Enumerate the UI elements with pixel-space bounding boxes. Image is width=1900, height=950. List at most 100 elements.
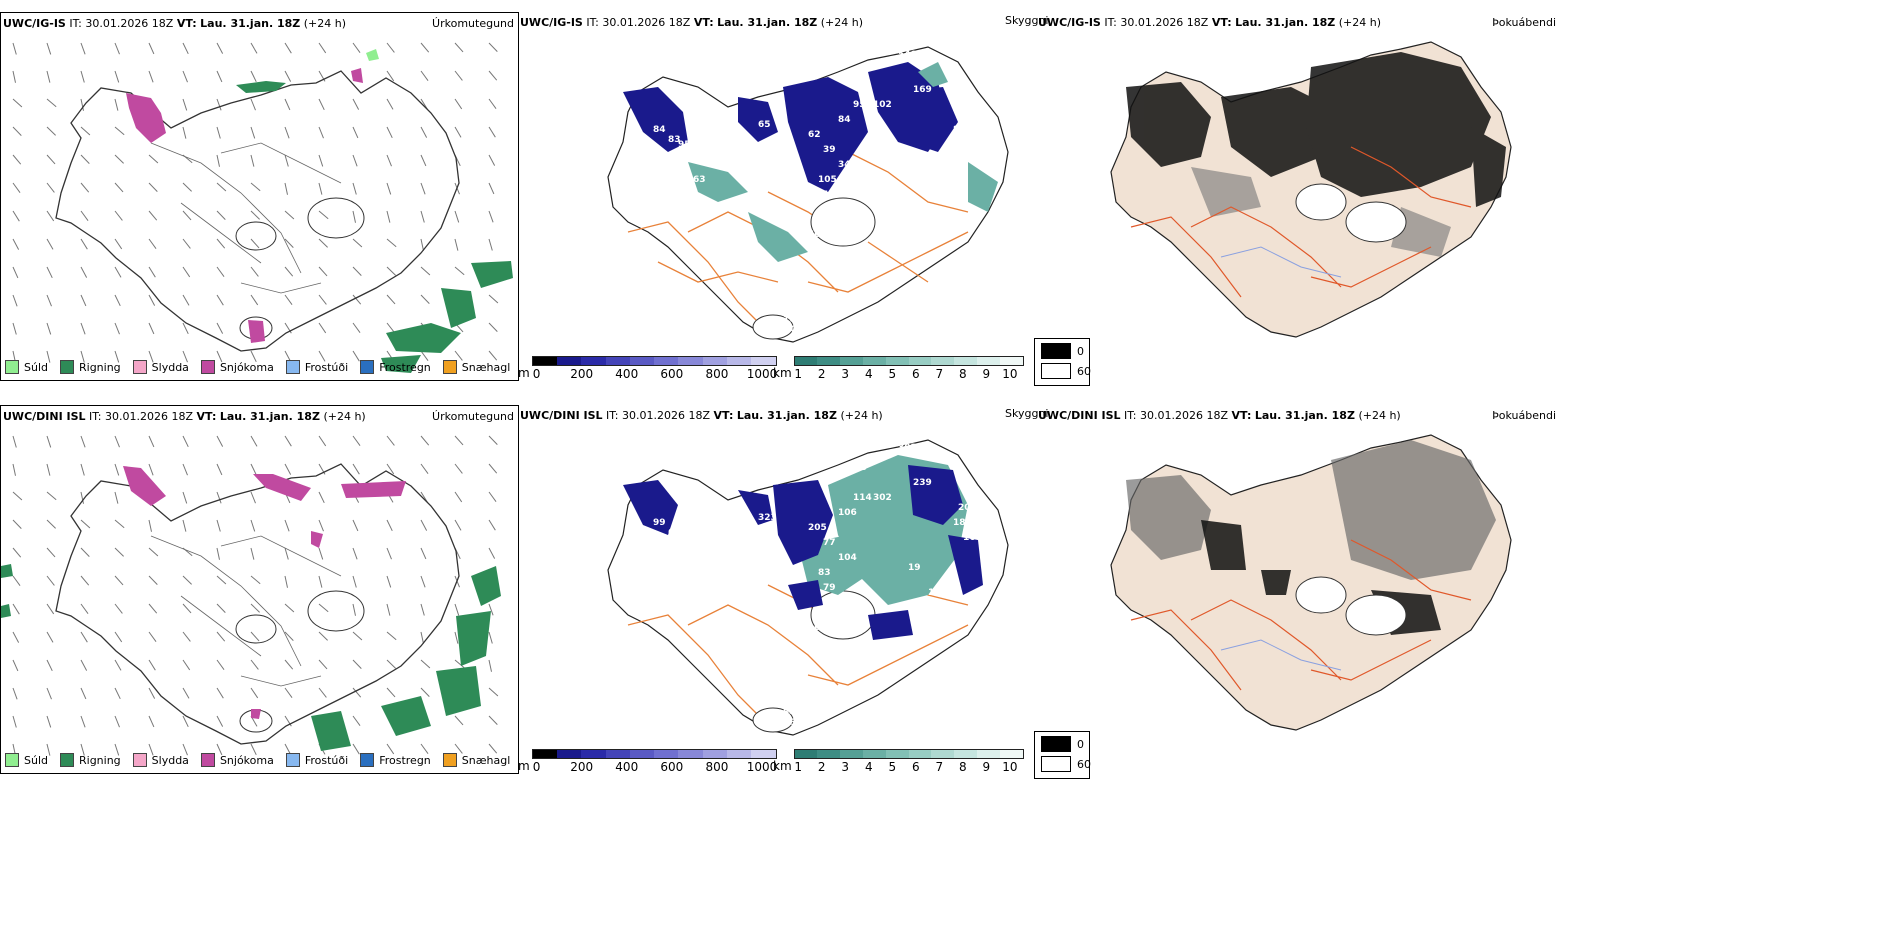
colorbar-segment (794, 357, 818, 365)
cloud-base-label: 176 (693, 110, 712, 120)
colorbar-segment (654, 357, 679, 365)
colorbar-tick: 1000 (746, 760, 778, 774)
legend-item: Rigning (60, 360, 121, 374)
legend-label: Frostúði (304, 360, 349, 374)
colorbar-tick: 1 (794, 760, 803, 774)
cloud-base-label: 205 (808, 523, 827, 533)
legend-item: Frostúði (285, 360, 349, 374)
cloud-base-label: 63 (693, 175, 706, 185)
colorbar-tick: 10 (1002, 760, 1018, 774)
height-ticks: 0 200 400 600 800 1000 (532, 366, 778, 381)
legend-swatch (5, 753, 19, 767)
cloud-base-label: 259 (683, 548, 702, 558)
cloud-base-label: 540 (898, 50, 917, 60)
legend-item: Súld (5, 753, 48, 767)
colorbar-tick: 0 (532, 760, 541, 774)
height-map: 3032393022071881601141063232057710483797… (607, 439, 1009, 736)
colorbar-segment (794, 750, 818, 758)
legend-label: Snæhagl (461, 360, 511, 374)
cloud-base-label: 102 (873, 100, 892, 110)
legend-swatch (200, 753, 215, 767)
cloud-base-label: 39 (823, 145, 836, 155)
drizzle-areas (366, 49, 379, 61)
cloud-base-label: 169 (913, 85, 932, 95)
cloud-base-label: 116 (848, 463, 867, 473)
cloud-base-label: 83 (668, 135, 681, 145)
cloud-legend: 0 60 (1034, 731, 1091, 779)
cloud-base-label: 62 (808, 130, 821, 140)
colorbar-tick: 4 (864, 367, 873, 381)
cloud-base-label: 105 (833, 225, 852, 235)
height-map: 5401691028685979584656239341051091071051… (607, 46, 1009, 343)
cloud-legend: 0 60 (1034, 338, 1091, 386)
colorbar-segment (954, 357, 978, 365)
cloud-base-label: 33 (868, 453, 881, 463)
height-unit: m (518, 759, 530, 773)
cloud-base-label: 120 (703, 120, 722, 130)
fog-panel-1: UWC/IG-IS IT: 30.01.2026 18Z VT: Lau. 31… (1036, 12, 1556, 342)
cloud-base-label: 84 (838, 115, 851, 125)
colorbar-tick: 7 (935, 367, 944, 381)
colorbar-segment (977, 750, 1000, 758)
legend-swatch (442, 360, 457, 374)
vis-unit: km (773, 366, 792, 380)
vis-unit: km (773, 759, 792, 773)
colorbar-tick: 3 (841, 367, 850, 381)
legend-swatch (60, 360, 74, 374)
cloud-base-label: 86 (958, 110, 971, 120)
cloud-base-label: 66 (668, 528, 681, 538)
colorbar-segment (817, 750, 841, 758)
legend-label: Slydda (151, 753, 189, 767)
panel-header: UWC/IG-IS IT: 30.01.2026 18Z VT: Lau. 31… (520, 16, 864, 29)
precip-panel-2: UWC/DINI ISL IT: 30.01.2026 18Z VT: Lau.… (0, 405, 519, 774)
colorbar-tick: 9 (982, 367, 991, 381)
precip-title: Úrkomutegund (432, 17, 514, 30)
cloud-base-label: 105 (818, 175, 837, 185)
colorbar-segment (977, 357, 1000, 365)
legend-label: Snjókoma (219, 753, 274, 767)
colorbar-tick: 1 (794, 367, 803, 381)
colorbar-tick: 2 (817, 760, 826, 774)
panel-header: UWC/DINI ISL IT: 30.01.2026 18Z VT: Lau.… (1038, 409, 1401, 422)
precip-title: Úrkomutegund (432, 410, 514, 423)
colorbar-segment (999, 750, 1023, 758)
precip-legend: Súld Rigning Slydda Snjókoma Frostúði Frostre… (5, 360, 518, 374)
colorbar-segment (751, 750, 776, 758)
colorbar-segment (885, 750, 909, 758)
colorbar-segment (727, 357, 752, 365)
cloud-base-label: 81 (683, 155, 696, 165)
legend-swatch (5, 360, 19, 374)
snow-areas (126, 68, 363, 343)
height-unit: m (518, 366, 530, 380)
legend-label: Slydda (151, 360, 189, 374)
height-colorbar: m 0 200 400 600 800 1000 (518, 749, 778, 774)
cloud-base-label: 84 (783, 708, 796, 718)
cloud-base-label: 140 (778, 325, 797, 335)
legend-item: Rigning (60, 753, 121, 767)
cloud-base-label: 50 (808, 230, 821, 240)
cloud-base-label: 239 (913, 478, 932, 488)
colorbar-tick: 200 (570, 760, 594, 774)
cloud-base-label: 83 (818, 568, 831, 578)
colorbar-segment (999, 357, 1023, 365)
colorbar-segment (581, 357, 606, 365)
legend-item: Snæhagl (442, 360, 511, 374)
low-cloud-areas (623, 465, 983, 640)
colorbar-segment (931, 357, 955, 365)
legend-label: Snæhagl (461, 753, 511, 767)
legend-item: Súld (5, 360, 48, 374)
colorbar-segment (840, 357, 864, 365)
cloud-base-label: 12 (678, 533, 691, 543)
legend-item: Snjókoma (200, 753, 274, 767)
colorbar-segment (532, 357, 557, 365)
colorbar-tick: 4 (864, 760, 873, 774)
colorbar-segment (751, 357, 776, 365)
cloud-base-label: 95 (853, 100, 866, 110)
legend-label: Frostregn (379, 360, 431, 374)
vis-title: Skyggni (1005, 14, 1049, 27)
legend-item: Frostregn (360, 753, 431, 767)
vis-areas (688, 62, 998, 262)
legend-label: Frostúði (304, 753, 349, 767)
fog-dark-areas (1126, 52, 1506, 207)
legend-swatch (360, 753, 375, 767)
